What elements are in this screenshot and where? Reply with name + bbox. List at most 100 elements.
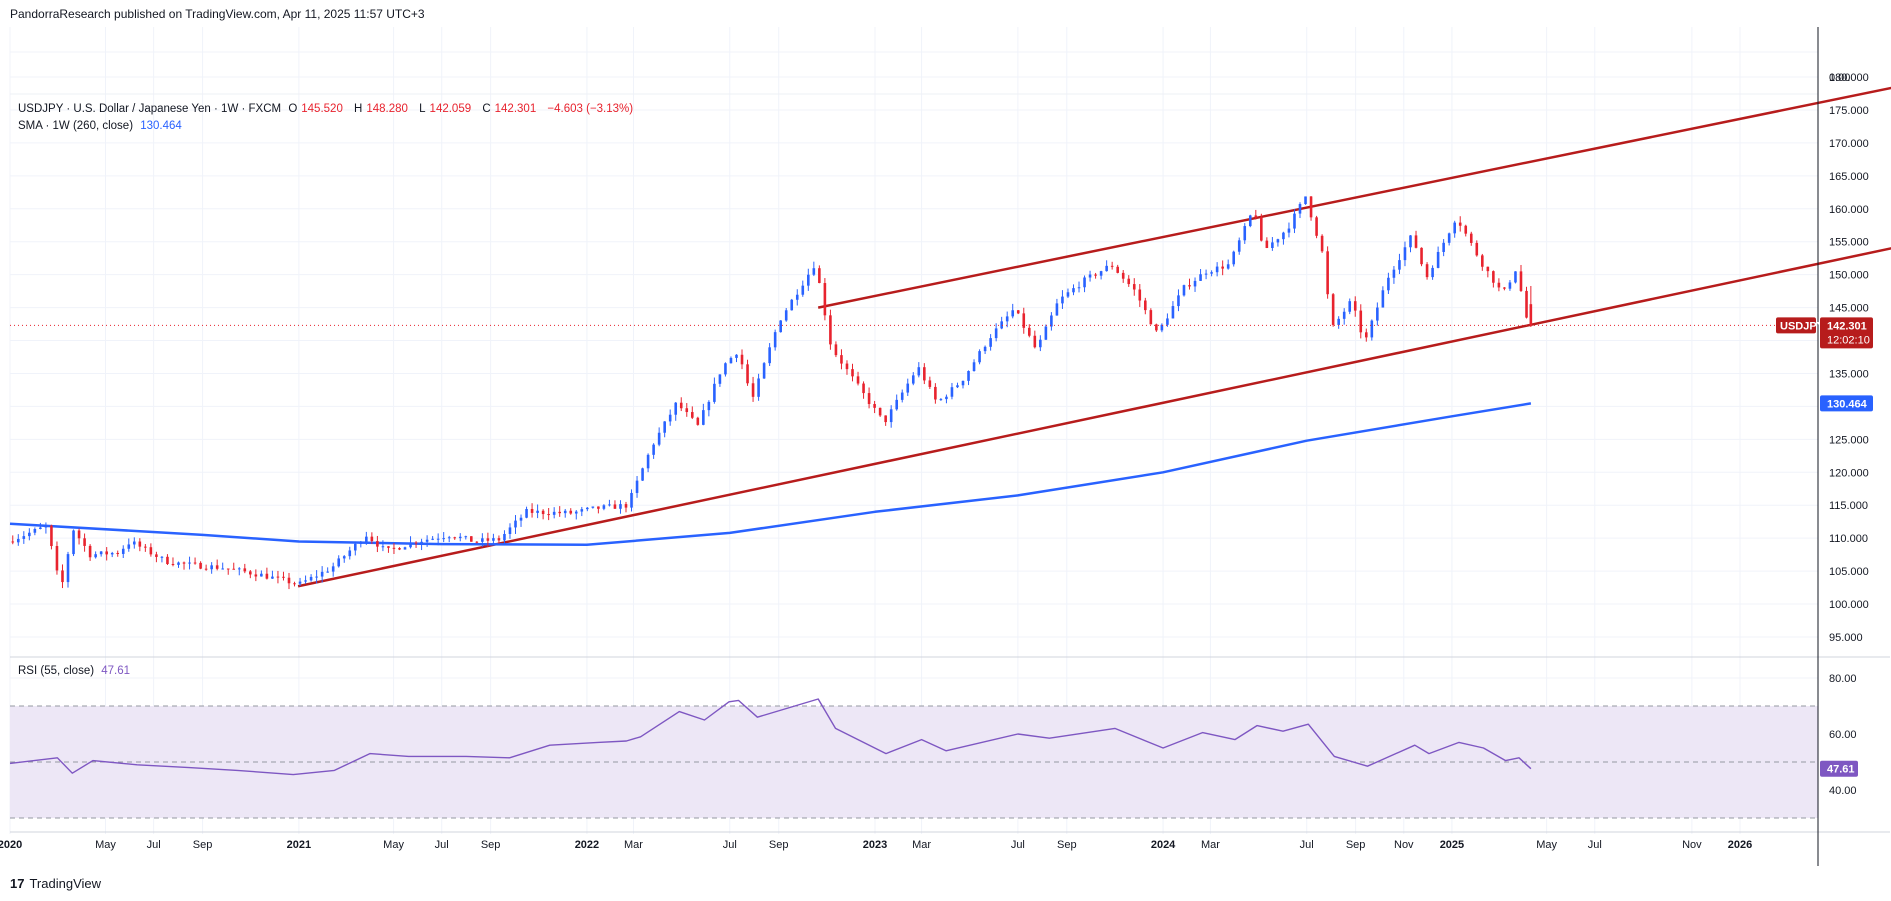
candle-body (1414, 235, 1418, 248)
candle-body (563, 510, 567, 514)
candle-body (1392, 269, 1396, 278)
tradingview-brand: TradingView (29, 876, 102, 891)
tradingview-logo-icon: 17 (10, 876, 25, 891)
candle-body (155, 554, 158, 557)
close-label: C (482, 103, 491, 115)
candle-body (829, 315, 832, 345)
candle-body (431, 538, 434, 540)
candle-body (591, 506, 595, 508)
rsi-background (10, 705, 1818, 819)
candle-body (33, 528, 37, 533)
candle-body (1464, 225, 1468, 234)
time-tick-label: Sep (1057, 839, 1077, 851)
tradingview-footer[interactable]: 17 TradingView (10, 876, 101, 891)
candle-body (1088, 274, 1092, 278)
candle-body (1260, 217, 1263, 241)
time-tick-label: May (383, 839, 404, 851)
candle-body (276, 576, 280, 578)
candle-body (481, 538, 484, 542)
candle-body (967, 371, 970, 381)
candle-body (1298, 204, 1302, 214)
candle-body (116, 552, 120, 554)
candle-body (138, 541, 142, 547)
candle-body (110, 552, 114, 555)
candle-body (1144, 300, 1147, 311)
candle-body (232, 568, 236, 570)
candle-body (823, 283, 827, 316)
candle-body (1481, 255, 1484, 267)
time-tick-label: 2026 (1728, 839, 1752, 851)
candle-body (77, 530, 81, 539)
candle-body (934, 386, 937, 400)
candle-body (1243, 226, 1247, 241)
candle-body (1039, 339, 1042, 348)
candle-body (1469, 233, 1473, 243)
candle-body (144, 546, 147, 548)
candle-body (900, 392, 904, 400)
candle-body (237, 568, 241, 570)
candle-body (1011, 310, 1015, 317)
candle-body (464, 536, 468, 538)
change-value: −4.603 (−3.13%) (547, 103, 634, 115)
candle-body (326, 571, 329, 573)
time-tick-label: Sep (481, 839, 501, 851)
rsi-value-tag (1820, 760, 1858, 777)
candle-body (768, 347, 771, 364)
candle-body (1254, 215, 1258, 218)
candle-body (381, 546, 385, 548)
last-price-tag (1820, 317, 1873, 349)
time-tick-label: Jul (1011, 839, 1025, 851)
candle-body (1282, 232, 1285, 240)
candle-body (1447, 233, 1451, 243)
time-tick-label: Mar (624, 839, 643, 851)
candle-body (547, 514, 550, 516)
open-value: 145.520 (301, 103, 343, 115)
candle-body (210, 565, 213, 570)
candle-body (757, 378, 760, 397)
candle-body (1000, 321, 1003, 329)
candle-body (166, 556, 169, 564)
candle-body (1381, 290, 1385, 308)
candle-body (1315, 217, 1318, 236)
symbol-title: USDJPY · U.S. Dollar / Japanese Yen · 1W… (18, 103, 282, 115)
candle-body (1403, 247, 1407, 261)
candle-body (663, 421, 666, 433)
open-label: O (288, 103, 298, 115)
candle-body (746, 364, 749, 384)
symbol-legend: USDJPY · U.S. Dollar / Japanese Yen · 1W… (18, 103, 637, 115)
candle-body (1127, 278, 1131, 285)
candle-body (320, 571, 324, 577)
candle-body (608, 504, 611, 506)
candle-body (1061, 296, 1064, 304)
candle-body (425, 539, 429, 542)
rsi-label: RSI (55, close) (18, 665, 95, 677)
candle-body (569, 510, 573, 514)
candle-body (11, 541, 15, 543)
candle-body (1083, 277, 1086, 288)
candle-body (1309, 196, 1313, 218)
candle-body (1497, 282, 1501, 288)
channel-trendline (817, 86, 1891, 309)
sma-price-text: 130.464 (1827, 398, 1868, 410)
candle-body (1376, 307, 1379, 321)
low-label: L (419, 103, 426, 115)
candle-body (188, 562, 191, 564)
candle-body (133, 541, 136, 545)
candle-body (646, 454, 650, 469)
candle-body (1458, 222, 1462, 226)
candle-body (1525, 290, 1528, 318)
candle-body (204, 568, 208, 570)
candle-body (945, 396, 948, 400)
candle-body (818, 268, 821, 284)
price-tick-label: 110.000 (1829, 533, 1868, 545)
candle-body (713, 383, 716, 402)
candle-body (298, 581, 302, 584)
candle-body (28, 532, 31, 537)
candle-body (182, 562, 186, 564)
candle-body (342, 556, 346, 559)
candle-body (1204, 273, 1208, 275)
candle-body (696, 417, 700, 425)
candle-body (1271, 242, 1274, 248)
time-tick-label: Jul (435, 839, 449, 851)
